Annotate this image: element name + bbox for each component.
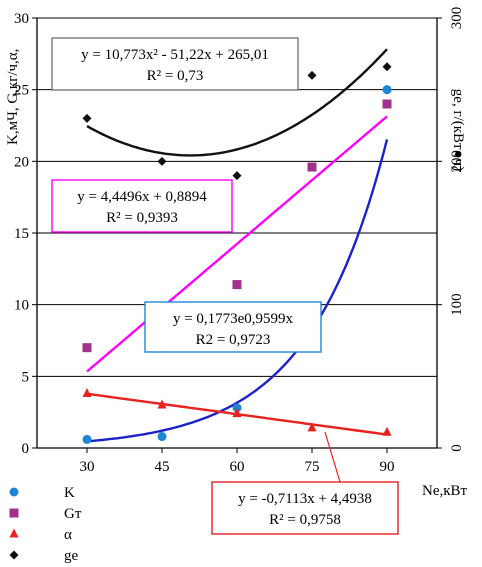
legend-marker-Gт	[9, 508, 19, 518]
data-point-α	[82, 388, 92, 398]
equation-box-K: y = 0,1773e0,9599x R2 = 0,9723	[144, 301, 322, 353]
trendline-ge	[86, 48, 388, 157]
legend-label: ge	[64, 548, 79, 564]
y-left-tick-label: 25	[14, 83, 29, 99]
data-point-K	[382, 85, 392, 95]
data-point-ge	[232, 171, 242, 181]
x-tick-label: 90	[380, 459, 395, 475]
x-axis-label: Ne,кВт	[422, 483, 468, 499]
data-point-ge	[307, 70, 317, 80]
data-point-K	[82, 434, 92, 444]
data-point-Gт	[82, 343, 92, 353]
x-tick-label: 60	[230, 459, 245, 475]
trendline-equation: y = -0,7113x + 4,4938	[238, 491, 372, 507]
trendline-r2: R² = 0,9393	[106, 210, 178, 226]
data-point-α	[232, 408, 242, 418]
y-axis-right-label: ge, г/(кВт●ч)	[450, 89, 466, 171]
y-left-tick-label: 0	[22, 441, 30, 457]
trendline-equation: y = 4,4496x + 0,8894	[77, 189, 207, 205]
trendline-equation: y = 0,1773e0,9599x	[173, 311, 294, 327]
legend-label: Gт	[64, 506, 82, 522]
data-point-α	[157, 399, 167, 409]
data-point-ge	[382, 62, 392, 72]
y-right-tick-label: 100	[449, 293, 465, 316]
equation-box-frame	[144, 301, 322, 353]
y-axis-left-label: K,мЧ, G,кг/ч,α,	[5, 49, 21, 145]
y-right-tick-label: 0	[449, 444, 465, 452]
y-left-tick-label: 20	[14, 154, 29, 170]
y-left-tick-label: 15	[14, 226, 29, 242]
equation-box-frame	[211, 481, 399, 535]
data-point-Gт	[307, 162, 317, 172]
data-point-Gт	[382, 99, 392, 109]
y-left-tick-label: 5	[22, 369, 30, 385]
data-point-ge	[157, 156, 167, 166]
data-point-α	[307, 422, 317, 432]
y-right-tick-label: 200	[449, 150, 465, 173]
equation-box-Gт: y = 4,4496x + 0,8894 R² = 0,9393	[51, 179, 233, 233]
legend-label: K	[64, 485, 75, 501]
trendline-r2: R² = 0,9758	[269, 512, 341, 528]
data-point-α	[382, 426, 392, 436]
equation-box-frame	[51, 37, 299, 91]
data-point-K	[157, 432, 167, 442]
x-tick-label: 30	[80, 459, 95, 475]
y-right-tick-label: 300	[449, 7, 465, 30]
equation-box-α: y = -0,7113x + 4,4938 R² = 0,9758	[211, 481, 399, 535]
equation-leader-line	[324, 431, 341, 483]
equation-box-frame	[51, 179, 233, 233]
trendline-K	[86, 139, 389, 443]
trendline-equation: y = 10,773x² - 51,22x + 265,01	[81, 47, 269, 63]
x-tick-label: 45	[155, 459, 170, 475]
data-point-ge	[82, 113, 92, 123]
legend-label: α	[64, 527, 72, 543]
y-left-tick-label: 30	[14, 11, 29, 27]
trendline-r2: R2 = 0,9723	[196, 332, 271, 348]
y-left-tick-label: 10	[14, 298, 29, 314]
trendline-r2: R² = 0,73	[147, 68, 204, 84]
legend-marker-K	[9, 487, 19, 497]
equation-box-ge: y = 10,773x² - 51,22x + 265,01 R² = 0,73	[51, 37, 299, 91]
legend: K Gт α ge	[9, 485, 82, 564]
trendline-Gт	[86, 115, 388, 373]
data-point-Gт	[232, 280, 242, 290]
legend-marker-ge	[9, 550, 19, 560]
x-tick-label: 75	[305, 459, 320, 475]
data-point-K	[232, 403, 242, 413]
legend-marker-α	[9, 528, 19, 538]
